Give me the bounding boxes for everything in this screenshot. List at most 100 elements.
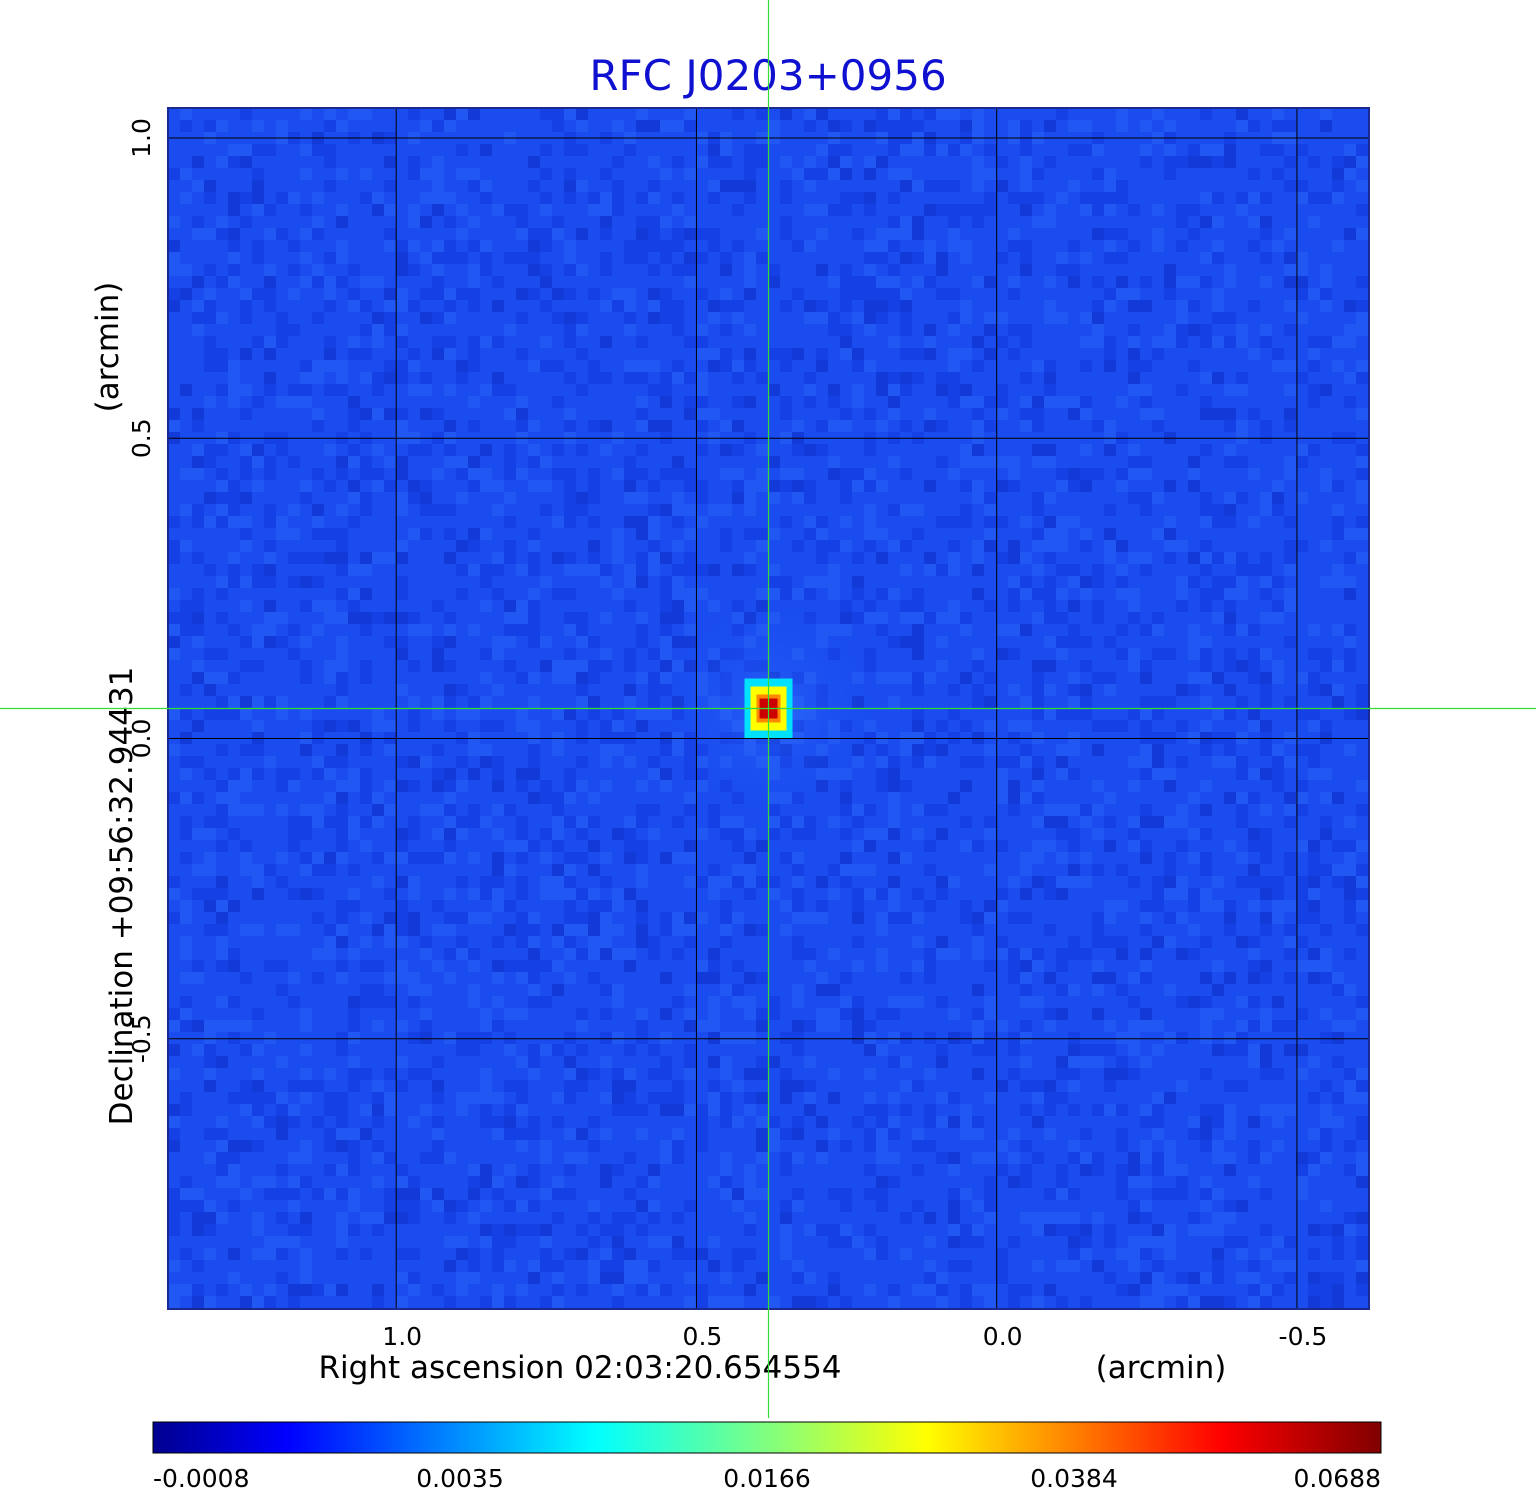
noise-pixel [336,216,348,228]
noise-pixel [264,600,276,612]
noise-pixel [480,876,492,888]
noise-pixel [1272,888,1284,900]
noise-pixel [756,1140,768,1152]
noise-pixel [564,924,576,936]
noise-pixel [372,1104,384,1116]
noise-pixel [1200,888,1212,900]
noise-pixel [1212,312,1224,324]
noise-pixel [288,396,300,408]
noise-pixel [576,612,588,624]
noise-pixel [432,192,444,204]
noise-pixel [528,588,540,600]
noise-pixel [684,1104,696,1116]
noise-pixel [456,1104,468,1116]
noise-pixel [1140,1296,1152,1308]
noise-pixel [1236,624,1248,636]
noise-pixel [564,864,576,876]
noise-pixel [516,720,528,732]
noise-pixel [732,984,744,996]
noise-pixel [360,816,372,828]
noise-pixel [396,924,408,936]
noise-pixel [828,888,840,900]
noise-pixel [420,504,432,516]
noise-pixel [1248,1044,1260,1056]
noise-pixel [816,360,828,372]
noise-pixel [948,396,960,408]
noise-pixel [588,864,600,876]
noise-pixel [1320,792,1332,804]
noise-pixel [276,336,288,348]
noise-pixel [492,996,504,1008]
noise-pixel [1068,1188,1080,1200]
noise-pixel [216,1056,228,1068]
noise-pixel [816,540,828,552]
noise-pixel [720,420,732,432]
noise-pixel [684,504,696,516]
noise-pixel [288,1188,300,1200]
noise-pixel [408,1176,420,1188]
noise-pixel [300,144,312,156]
noise-pixel [540,996,552,1008]
noise-pixel [708,504,720,516]
noise-pixel [336,588,348,600]
noise-pixel [1128,660,1140,672]
noise-pixel [876,888,888,900]
noise-pixel [1020,744,1032,756]
noise-pixel [468,816,480,828]
noise-pixel [288,1200,300,1212]
noise-pixel [492,1236,504,1248]
noise-pixel [360,276,372,288]
noise-pixel [1344,864,1356,876]
noise-pixel [504,516,516,528]
noise-pixel [1272,780,1284,792]
noise-pixel [888,1008,900,1020]
noise-pixel [516,876,528,888]
noise-pixel [756,1188,768,1200]
noise-pixel [1248,624,1260,636]
noise-pixel [360,1212,372,1224]
noise-pixel [480,192,492,204]
noise-pixel [468,108,480,120]
noise-pixel [864,864,876,876]
noise-pixel [504,324,516,336]
noise-pixel [528,696,540,708]
noise-pixel [228,264,240,276]
noise-pixel [888,1056,900,1068]
noise-pixel [924,960,936,972]
noise-pixel [324,144,336,156]
noise-pixel [984,696,996,708]
noise-pixel [600,720,612,732]
noise-pixel [1212,1140,1224,1152]
noise-pixel [576,636,588,648]
noise-pixel [492,900,504,912]
noise-pixel [492,864,504,876]
noise-pixel [1260,888,1272,900]
noise-pixel [396,1272,408,1284]
noise-pixel [1236,1044,1248,1056]
noise-pixel [1212,216,1224,228]
noise-pixel [972,492,984,504]
noise-pixel [1044,276,1056,288]
noise-pixel [1344,576,1356,588]
noise-pixel [1308,1152,1320,1164]
noise-pixel [168,252,180,264]
noise-pixel [1236,1080,1248,1092]
noise-pixel [1296,840,1308,852]
noise-pixel [636,612,648,624]
noise-pixel [252,1092,264,1104]
noise-pixel [204,564,216,576]
noise-pixel [624,1212,636,1224]
noise-pixel [816,144,828,156]
noise-pixel [1080,408,1092,420]
noise-pixel [1104,444,1116,456]
noise-pixel [216,1176,228,1188]
noise-pixel [300,732,312,744]
noise-pixel [228,192,240,204]
noise-pixel [204,1248,216,1260]
noise-pixel [240,804,252,816]
noise-pixel [192,720,204,732]
noise-pixel [444,288,456,300]
noise-pixel [348,480,360,492]
noise-pixel [540,828,552,840]
noise-pixel [1212,984,1224,996]
